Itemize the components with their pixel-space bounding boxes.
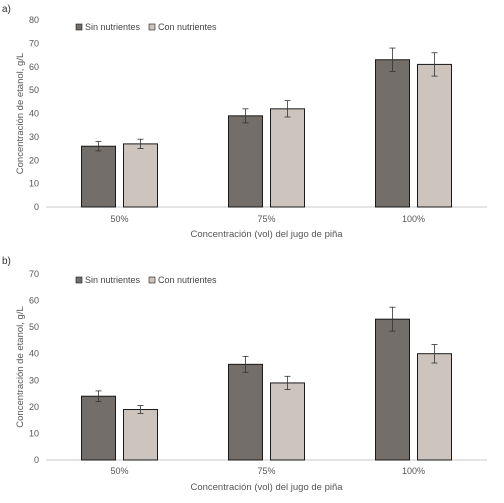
- y-tick-label: 60: [29, 296, 39, 306]
- y-tick-label: 30: [29, 375, 39, 385]
- panel-label: a): [2, 4, 11, 15]
- legend-swatch: [75, 23, 83, 31]
- y-tick-label: 50: [29, 322, 39, 332]
- bar-con-nutrientes-1: [270, 108, 305, 208]
- legend-label: Con nutrientes: [158, 275, 217, 285]
- bar-con-nutrientes-1: [270, 382, 305, 461]
- y-tick-label: 50: [29, 85, 39, 95]
- bar-sin-nutrientes-1: [228, 115, 263, 208]
- legend-label: Sin nutrientes: [85, 22, 141, 32]
- bar-con-nutrientes-0: [123, 409, 158, 461]
- bar-con-nutrientes-2: [417, 63, 452, 208]
- bar-con-nutrientes-2: [417, 353, 452, 461]
- chart-panel-a: a) 0 10 20 30 40 50 60 70 80 50% 75% 100% Concentraci…: [2, 4, 487, 240]
- x-tick-label: 100%: [402, 214, 425, 224]
- legend-swatch: [148, 276, 156, 284]
- y-tick-label: 60: [29, 62, 39, 72]
- chart-panel-b: b) 0 10 20 30 40 50 60 70 50% 75% 100% Concentración…: [2, 256, 487, 493]
- x-tick-label: 50%: [110, 214, 128, 224]
- panel-label: b): [2, 256, 11, 267]
- y-tick-label: 20: [29, 155, 39, 165]
- y-axis-title: Concentración de etanol, g/L: [15, 53, 26, 174]
- x-axis-title: Concentración (vol) del jugo de piña: [190, 482, 343, 493]
- bar-sin-nutrientes-2: [375, 59, 410, 208]
- y-tick-label: 70: [29, 38, 39, 48]
- y-tick-label: 0: [34, 202, 39, 212]
- y-axis-title: Concentración de etanol, g/L: [15, 306, 26, 427]
- bar-sin-nutrientes-0: [81, 145, 116, 208]
- y-tick-label: 40: [29, 109, 39, 119]
- y-tick-label: 40: [29, 349, 39, 359]
- bar-sin-nutrientes-0: [81, 395, 116, 461]
- x-tick-label: 75%: [257, 466, 275, 476]
- x-tick-label: 100%: [402, 466, 425, 476]
- y-tick-label: 10: [29, 428, 39, 438]
- y-tick-label: 0: [34, 455, 39, 465]
- legend-label: Sin nutrientes: [85, 275, 141, 285]
- bar-con-nutrientes-0: [123, 143, 158, 208]
- y-tick-label: 80: [29, 15, 39, 25]
- y-tick-label: 10: [29, 179, 39, 189]
- x-tick-label: 50%: [110, 466, 128, 476]
- y-tick-label: 20: [29, 402, 39, 412]
- x-tick-label: 75%: [257, 214, 275, 224]
- y-tick-label: 70: [29, 269, 39, 279]
- bar-sin-nutrientes-2: [375, 318, 410, 461]
- y-tick-label: 30: [29, 132, 39, 142]
- bar-sin-nutrientes-1: [228, 363, 263, 461]
- x-axis-title: Concentración (vol) del jugo de piña: [190, 229, 343, 240]
- legend-swatch: [148, 23, 156, 31]
- legend-label: Con nutrientes: [158, 22, 217, 32]
- legend-swatch: [75, 276, 83, 284]
